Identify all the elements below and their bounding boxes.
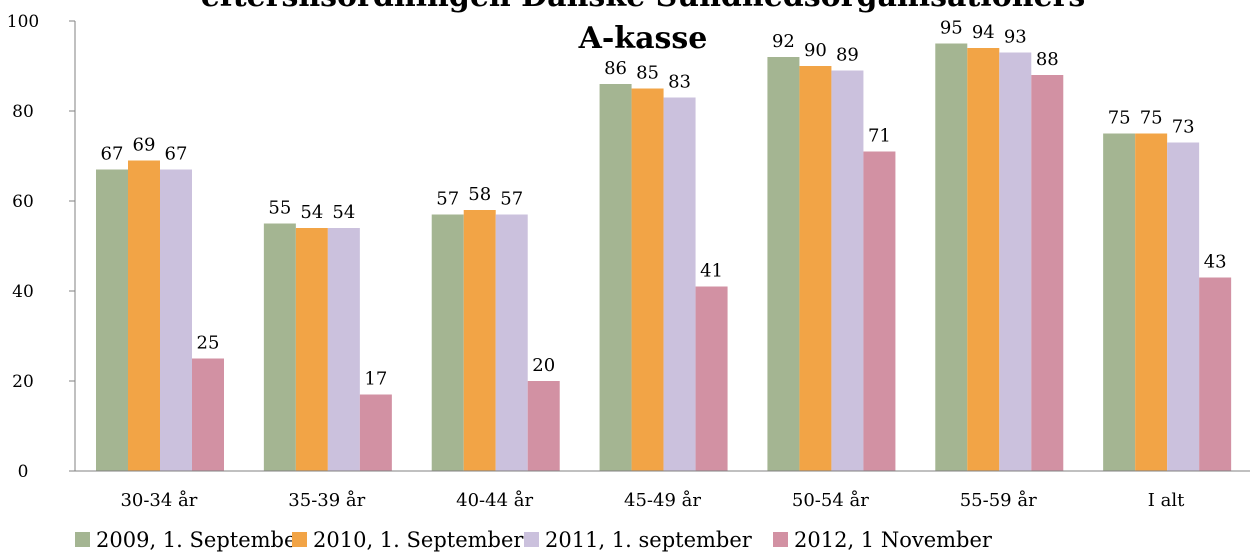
bar-s0-c1 bbox=[263, 223, 296, 471]
legend-swatch-1 bbox=[292, 532, 307, 547]
data-label-s3-c1: 17 bbox=[364, 369, 387, 390]
bar-s2-c6 bbox=[1167, 142, 1200, 471]
bar-s2-c4 bbox=[831, 70, 864, 471]
data-label-s3-c4: 71 bbox=[868, 126, 891, 147]
bar-s3-c6 bbox=[1199, 277, 1232, 471]
data-label-s3-c6: 43 bbox=[1204, 252, 1227, 273]
data-label-s1-c2: 58 bbox=[468, 184, 491, 205]
bar-s2-c2 bbox=[495, 214, 528, 471]
data-label-s2-c5: 93 bbox=[1004, 27, 1027, 48]
data-label-s1-c4: 90 bbox=[804, 40, 827, 61]
bar-s1-c3 bbox=[631, 88, 664, 471]
bar-s3-c4 bbox=[863, 151, 896, 471]
axes-layer bbox=[69, 20, 1250, 472]
x-tick-labels: 30-34 år 35-39 år 40-44 år 45-49 år 50-54 år… bbox=[120, 489, 1185, 511]
y-tick-label-0: 0 bbox=[18, 462, 29, 482]
bar-s2-c0 bbox=[160, 169, 192, 471]
bar-s0-c0 bbox=[96, 169, 128, 471]
data-label-s3-c2: 20 bbox=[532, 355, 555, 376]
data-label-s3-c3: 41 bbox=[700, 261, 723, 282]
data-label-s2-c4: 89 bbox=[836, 45, 859, 66]
x-tick-label-5: 55-59 år bbox=[960, 489, 1037, 511]
y-tick-label-1: 20 bbox=[12, 372, 34, 392]
bar-s0-c4 bbox=[767, 57, 800, 471]
bars-layer bbox=[96, 43, 1232, 471]
data-labels: 67 55 57 86 92 95 75 69 54 58 85 90 94 75 67 54 57 83 89 93… bbox=[101, 18, 1227, 390]
y-tick-labels: 0 20 40 60 80 100 bbox=[7, 12, 39, 482]
legend-label-2: 2011, 1. september bbox=[545, 528, 753, 552]
data-label-s0-c0: 67 bbox=[101, 144, 124, 165]
x-tick-label-4: 50-54 år bbox=[792, 489, 869, 511]
bar-s0-c6 bbox=[1103, 133, 1136, 471]
bar-s1-c1 bbox=[295, 228, 328, 471]
chart-title: eftersnsordningen Danske Sundhedsorganis… bbox=[201, 0, 1086, 56]
bar-s0-c2 bbox=[431, 214, 464, 471]
chart-title-line-1: eftersnsordningen Danske Sundhedsorganis… bbox=[201, 0, 1086, 14]
x-tick-label-2: 40-44 år bbox=[456, 489, 533, 511]
legend: 2009, 1. September 2010, 1. September 2011… bbox=[75, 528, 993, 552]
bar-s3-c5 bbox=[1031, 75, 1064, 471]
bar-s2-c5 bbox=[999, 52, 1032, 471]
bar-s3-c3 bbox=[695, 286, 728, 471]
data-label-s0-c1: 55 bbox=[268, 198, 291, 219]
data-label-s2-c1: 54 bbox=[332, 202, 355, 223]
y-tick-label-5: 100 bbox=[7, 12, 39, 32]
x-tick-label-1: 35-39 år bbox=[288, 489, 365, 511]
y-tick-label-2: 40 bbox=[12, 282, 34, 302]
bar-s0-c5 bbox=[935, 43, 968, 471]
bar-s1-c6 bbox=[1135, 133, 1168, 471]
y-tick-label-3: 60 bbox=[12, 192, 34, 212]
bar-s3-c1 bbox=[359, 394, 392, 471]
bar-s3-c0 bbox=[192, 358, 224, 471]
data-label-s2-c3: 83 bbox=[668, 72, 691, 93]
data-label-s1-c6: 75 bbox=[1140, 108, 1163, 129]
data-label-s0-c6: 75 bbox=[1108, 108, 1131, 129]
data-label-s0-c3: 86 bbox=[604, 58, 627, 79]
legend-swatch-3 bbox=[773, 532, 788, 547]
legend-label-0: 2009, 1. September bbox=[96, 528, 307, 552]
data-label-s1-c0: 69 bbox=[133, 135, 156, 156]
chart-title-line-2: A-kasse bbox=[578, 21, 708, 56]
data-label-s0-c5: 95 bbox=[940, 18, 963, 39]
bar-s1-c5 bbox=[967, 48, 1000, 471]
x-tick-label-0: 30-34 år bbox=[120, 489, 197, 511]
data-label-s2-c0: 67 bbox=[165, 144, 188, 165]
bar-s1-c0 bbox=[128, 160, 160, 471]
bar-s2-c3 bbox=[663, 97, 696, 471]
legend-swatch-0 bbox=[75, 532, 90, 547]
data-label-s1-c5: 94 bbox=[972, 22, 995, 43]
legend-label-3: 2012, 1 November bbox=[794, 528, 993, 552]
bar-s2-c1 bbox=[327, 228, 360, 471]
y-tick-label-4: 80 bbox=[12, 102, 34, 122]
data-label-s2-c6: 73 bbox=[1172, 117, 1195, 138]
data-label-s1-c1: 54 bbox=[300, 202, 323, 223]
data-label-s0-c4: 92 bbox=[772, 31, 795, 52]
bar-s1-c4 bbox=[799, 66, 832, 471]
x-tick-label-6: I alt bbox=[1148, 490, 1185, 511]
bar-s0-c3 bbox=[599, 84, 632, 471]
bar-s3-c2 bbox=[527, 381, 560, 471]
data-label-s2-c2: 57 bbox=[500, 189, 523, 210]
legend-swatch-2 bbox=[524, 532, 539, 547]
legend-label-1: 2010, 1. September bbox=[313, 528, 524, 552]
data-label-s3-c5: 88 bbox=[1036, 49, 1059, 70]
x-tick-label-3: 45-49 år bbox=[624, 489, 701, 511]
bar-s1-c2 bbox=[463, 210, 496, 471]
data-label-s0-c2: 57 bbox=[436, 189, 459, 210]
data-label-s3-c0: 25 bbox=[197, 333, 220, 354]
data-label-s1-c3: 85 bbox=[636, 63, 659, 84]
